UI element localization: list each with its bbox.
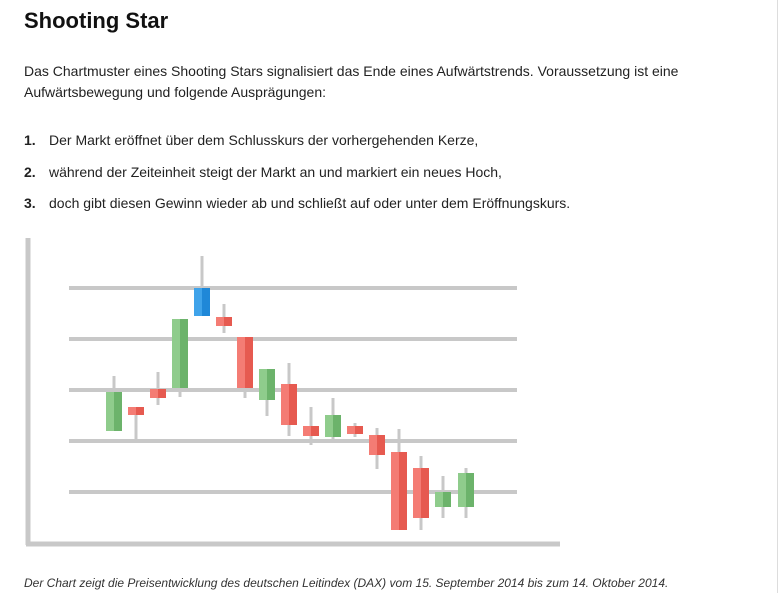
candle-body — [377, 435, 385, 455]
candle-body — [399, 452, 407, 530]
candle-body — [106, 392, 114, 431]
list-item: Der Markt eröffnet über dem Schlusskurs … — [49, 132, 479, 148]
candle-body — [347, 426, 355, 434]
candle-body — [391, 452, 399, 530]
candle-body — [466, 473, 474, 507]
candle-body — [303, 426, 311, 436]
list-item: doch gibt diesen Gewinn wieder ab und sc… — [49, 195, 571, 211]
candle-body — [172, 319, 180, 388]
candle-body — [333, 415, 341, 437]
candle-body — [413, 468, 421, 518]
candle-body — [289, 384, 297, 425]
list-item: während der Zeiteinheit steigt der Markt… — [49, 164, 502, 180]
candle-body — [458, 473, 466, 507]
candlestick-illustration — [25, 238, 560, 547]
list-number: 2. — [24, 164, 36, 180]
candle-body — [202, 288, 210, 316]
candle-body — [158, 389, 166, 398]
candle-body — [267, 369, 275, 400]
candle-body — [443, 492, 451, 507]
list-number: 1. — [24, 132, 36, 148]
candle-body — [150, 389, 158, 398]
list-number: 3. — [24, 195, 36, 211]
candle-body — [435, 492, 443, 507]
candle-body — [421, 468, 429, 518]
candle-body — [281, 384, 289, 425]
edge-line — [777, 0, 778, 593]
candle-body — [245, 337, 253, 388]
candle-body — [224, 317, 232, 326]
candle-body — [355, 426, 363, 434]
candle-body — [194, 288, 202, 316]
candle-body — [180, 319, 188, 388]
candle-body — [259, 369, 267, 400]
candle-body — [237, 337, 245, 388]
candle-body — [369, 435, 377, 455]
caption: Der Chart zeigt die Preisentwicklung des… — [24, 576, 669, 590]
candle-body — [114, 392, 122, 431]
candle-body — [325, 415, 333, 437]
candle-body — [136, 407, 144, 415]
candle-body — [128, 407, 136, 415]
intro: Das Chartmuster eines Shooting Stars sig… — [24, 63, 679, 100]
candle-body — [311, 426, 319, 436]
title: Shooting Star — [24, 8, 169, 33]
candle-body — [216, 317, 224, 326]
